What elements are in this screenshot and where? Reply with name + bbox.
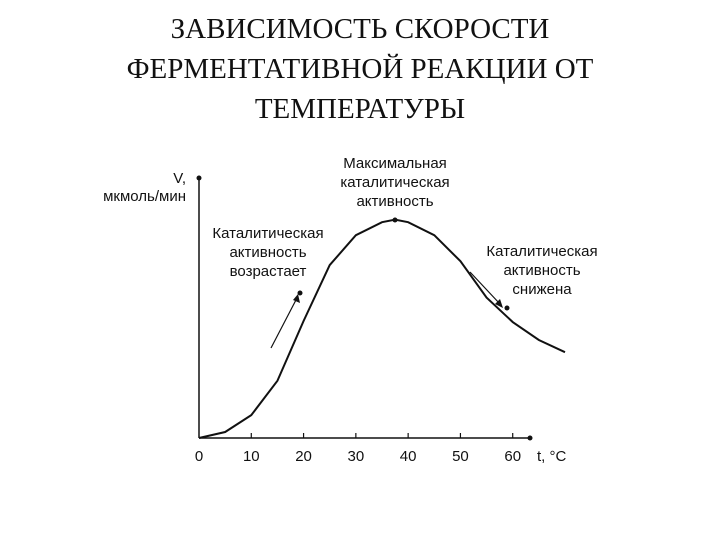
chart-title: ФЕРМЕНТАТИВНОЙ РЕАКЦИИ ОТ <box>127 53 594 85</box>
annotation: Каталитическая <box>212 225 323 242</box>
x-tick-label: 0 <box>195 448 203 465</box>
trend-arrow <box>270 297 298 349</box>
chart-title: ТЕМПЕРАТУРЫ <box>255 93 465 125</box>
x-axis-label: t, °C <box>537 448 567 465</box>
arrow-head <box>495 299 503 308</box>
annotation: Максимальная <box>343 155 447 172</box>
annotation-dot <box>504 305 510 311</box>
curve <box>198 218 566 439</box>
annotation: активность <box>503 262 580 279</box>
x-tick-label: 50 <box>452 448 469 465</box>
arrow-head <box>293 294 300 303</box>
x-tick-label: 40 <box>400 448 417 465</box>
annotation: Каталитическая <box>486 243 597 260</box>
axis-end <box>196 175 202 181</box>
annotation: активность <box>229 244 306 261</box>
annotation: активность <box>356 193 433 210</box>
x-tick-label: 10 <box>243 448 260 465</box>
chart-title: ЗАВИСИМОСТЬ СКОРОСТИ <box>171 13 550 45</box>
x-tick-label: 30 <box>348 448 365 465</box>
annotation: снижена <box>512 281 572 298</box>
annotation-dot <box>297 290 303 296</box>
annotation: возрастает <box>230 263 307 280</box>
axis-end <box>527 435 533 441</box>
annotation-dot <box>392 217 398 223</box>
y-axis-label: мкмоль/мин <box>103 188 186 205</box>
annotation: каталитическая <box>340 174 449 191</box>
y-axis-label: V, <box>173 170 186 187</box>
trend-arrow <box>469 271 501 305</box>
x-tick-label: 60 <box>504 448 521 465</box>
x-tick-label: 20 <box>295 448 312 465</box>
